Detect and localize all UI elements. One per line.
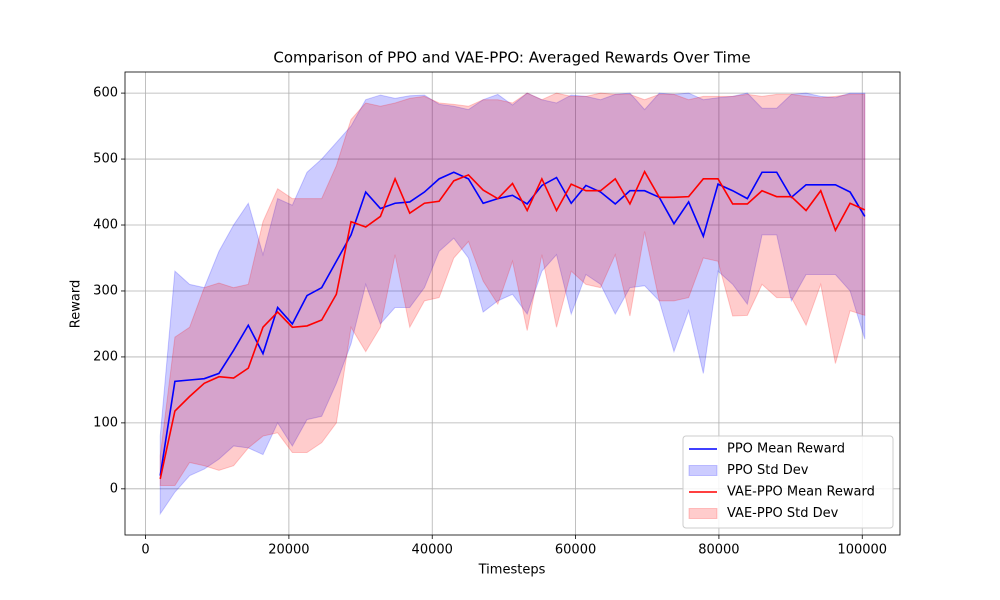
legend-swatch (688, 508, 718, 519)
y-tick-label: 400 (93, 218, 118, 233)
axes-frame (124, 71, 901, 536)
std-band (159, 92, 866, 516)
x-tick-label: 0 (141, 543, 149, 558)
mean-line (159, 171, 866, 476)
x-tick-label: 100000 (837, 543, 887, 558)
legend-label: VAE-PPO Std Dev (727, 506, 839, 521)
y-tick-label: 100 (93, 415, 118, 430)
y-tick-label: 0 (110, 481, 118, 496)
legend-label: PPO Mean Reward (727, 442, 845, 457)
x-axis-label: Timesteps (478, 563, 546, 578)
y-tick-label: 300 (93, 283, 118, 298)
legend-box (682, 435, 894, 529)
x-tick-label: 20000 (268, 543, 309, 558)
legend: PPO Mean Reward PPO Std Dev VAE-PPO Mean R… (682, 435, 894, 529)
mean-line (159, 169, 866, 480)
x-tick-label: 60000 (555, 543, 596, 558)
grid (125, 72, 900, 535)
legend-label: VAE-PPO Mean Reward (727, 485, 875, 500)
x-tick-label: 40000 (412, 543, 453, 558)
legend-label: PPO Std Dev (727, 463, 809, 478)
plot-area (159, 92, 866, 516)
y-tick-label: 600 (93, 86, 118, 101)
y-axis-label: Reward (69, 280, 84, 328)
y-tick-label: 500 (93, 152, 118, 167)
x-tick-label: 80000 (698, 543, 739, 558)
chart-title: Comparison of PPO and VAE-PPO: Averaged … (273, 49, 750, 67)
std-band (159, 92, 866, 487)
legend-swatch (688, 465, 718, 476)
y-tick-label: 200 (93, 349, 118, 364)
